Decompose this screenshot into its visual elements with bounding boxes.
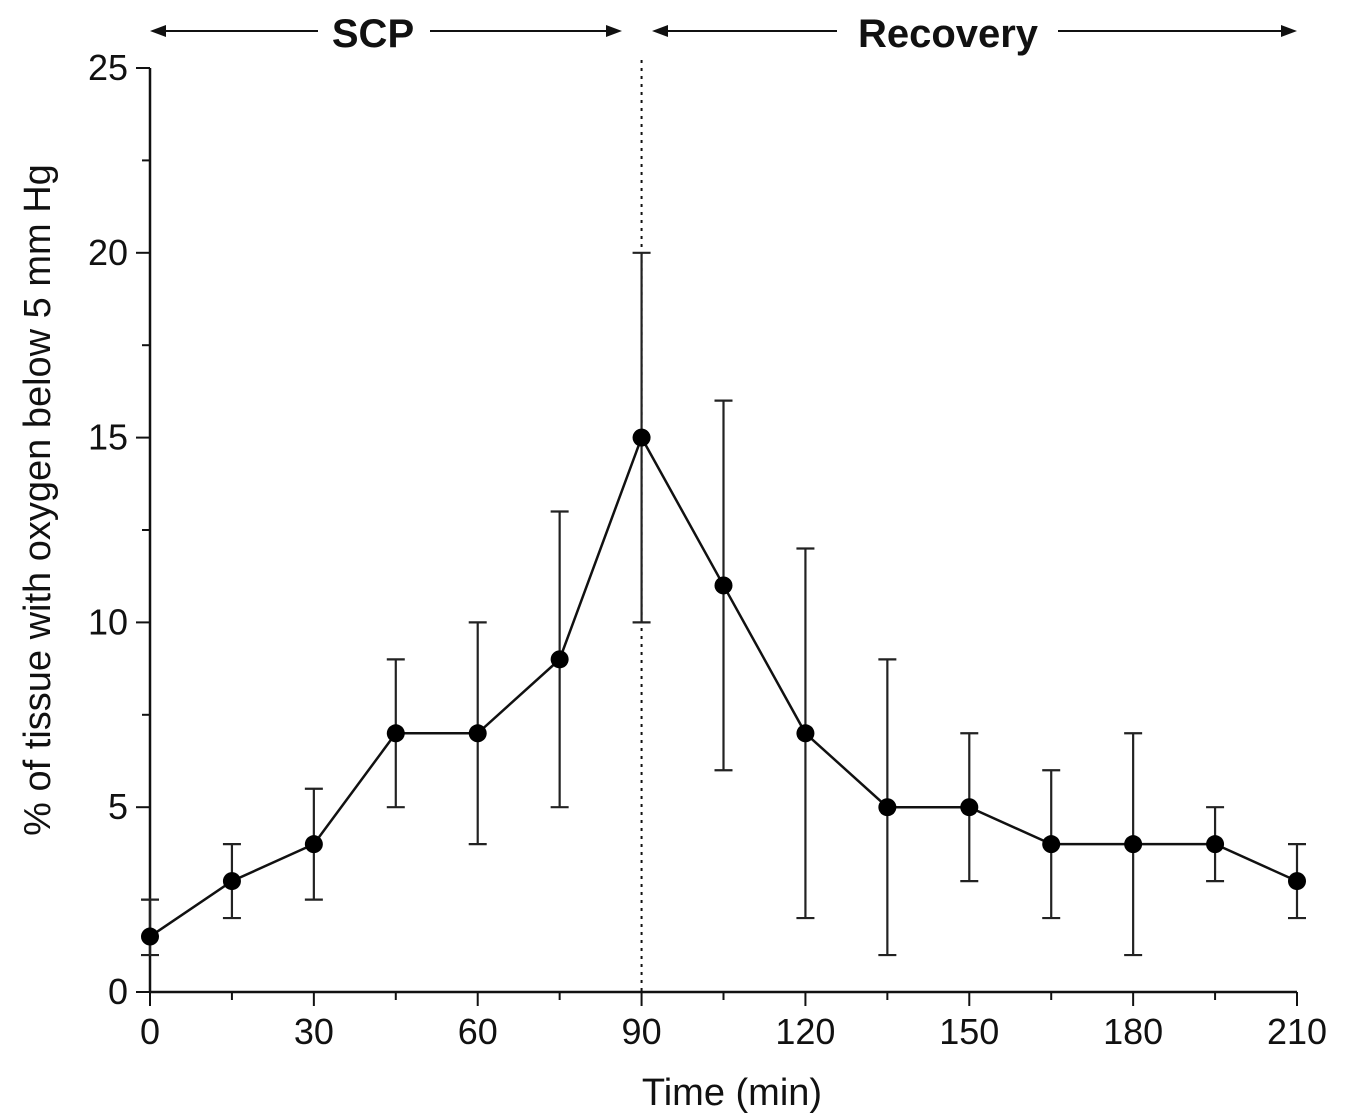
- y-tick-label: 10: [88, 601, 128, 642]
- x-tick-label: 0: [140, 1011, 160, 1052]
- data-point: [386, 724, 405, 743]
- y-tick-label: 15: [88, 417, 128, 458]
- x-tick-label: 120: [775, 1011, 835, 1052]
- data-point: [304, 835, 323, 854]
- data-point: [878, 798, 897, 817]
- data-point: [222, 872, 241, 891]
- data-point: [796, 724, 815, 743]
- recovery-right-arrowhead: [1281, 25, 1297, 37]
- data-markers: [141, 428, 1306, 946]
- x-tick-label: 210: [1267, 1011, 1327, 1052]
- y-axis-title: % of tissue with oxygen below 5 mm Hg: [17, 164, 59, 836]
- y-tick-label: 20: [88, 232, 128, 273]
- x-tick-label: 60: [458, 1011, 498, 1052]
- data-point: [550, 650, 569, 669]
- data-point: [1206, 835, 1225, 854]
- data-point: [714, 576, 733, 595]
- x-tick-label: 150: [939, 1011, 999, 1052]
- phase-annotations: SCP Recovery: [150, 12, 1297, 56]
- recovery-phase-label: Recovery: [858, 12, 1039, 56]
- data-point: [1124, 835, 1143, 854]
- x-tick-label: 90: [622, 1011, 662, 1052]
- y-tick-label: 25: [88, 47, 128, 88]
- data-point: [141, 927, 159, 946]
- x-axis-title: Time (min): [642, 1072, 822, 1114]
- data-point: [1288, 872, 1306, 891]
- recovery-left-arrowhead: [652, 25, 668, 37]
- data-point: [632, 428, 651, 447]
- scp-right-arrowhead: [606, 25, 622, 37]
- axes: 0 5 10 15 20 25 0 30 60 90 120 150 180 210: [88, 47, 1327, 1052]
- data-point: [468, 724, 487, 743]
- scp-left-arrowhead: [150, 25, 166, 37]
- x-tick-label: 180: [1103, 1011, 1163, 1052]
- y-tick-label: 0: [108, 971, 128, 1012]
- scp-phase-label: SCP: [332, 12, 414, 56]
- y-tick-label: 5: [108, 786, 128, 827]
- data-point: [960, 798, 979, 817]
- data-point: [1042, 835, 1061, 854]
- x-tick-label: 30: [294, 1011, 334, 1052]
